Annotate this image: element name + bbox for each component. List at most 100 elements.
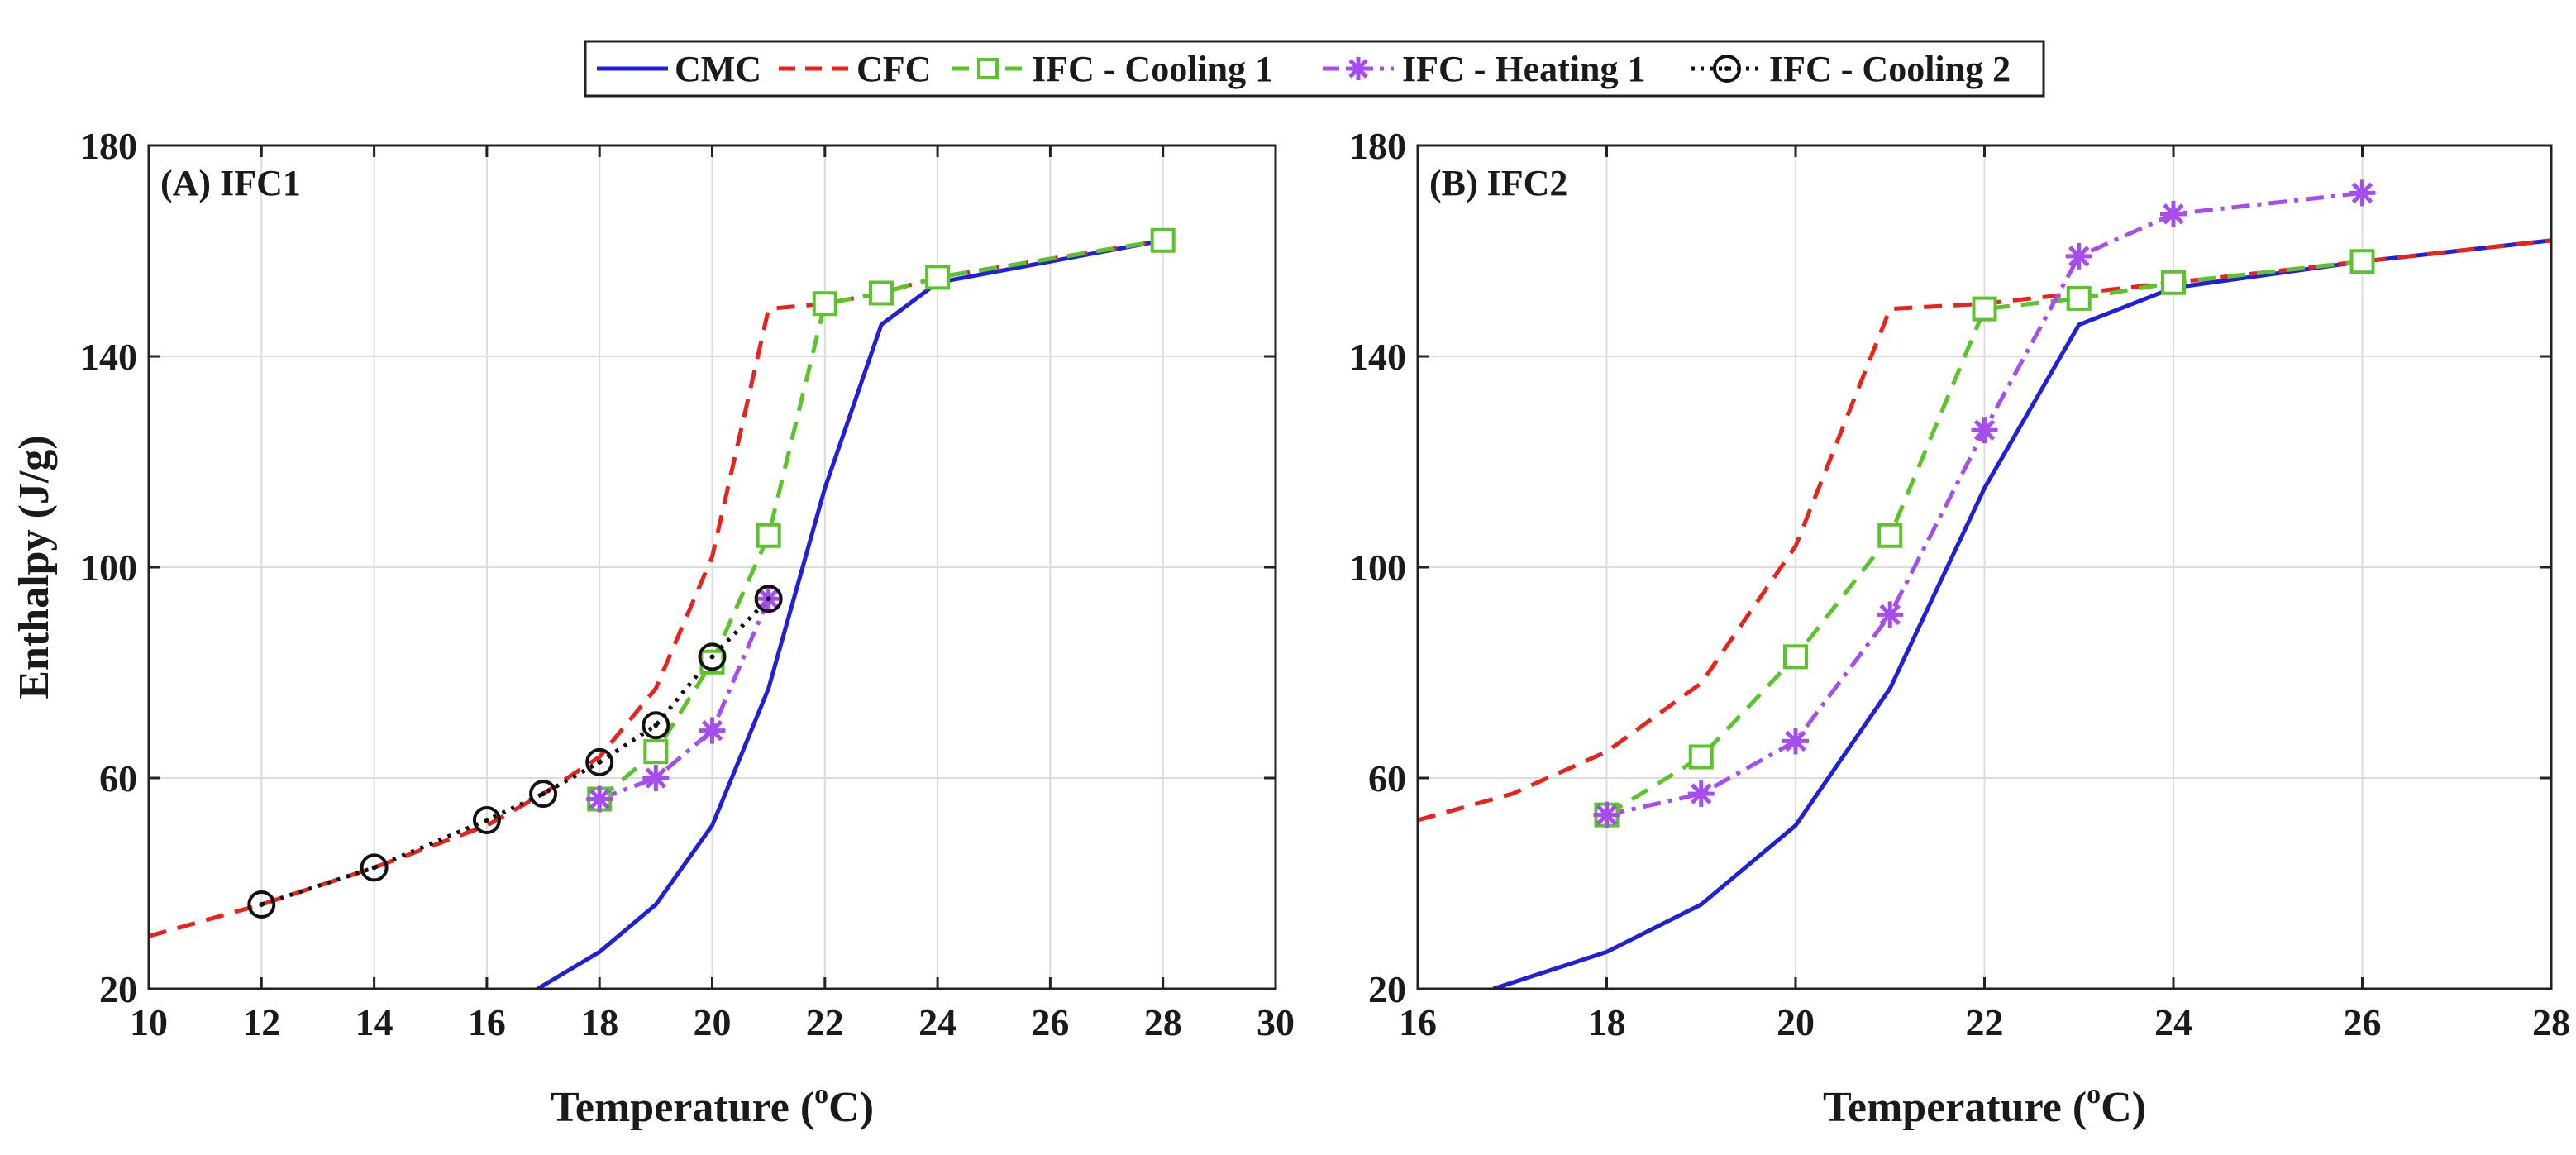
series-line-cfc-a <box>149 238 1164 938</box>
data-point-ifc-cooling-2-a <box>247 890 276 919</box>
chart-panel-a: 10 12 14 16 18 20 22 24 26 28 30 20 60 100 140 180 (A) … <box>11 125 1295 1131</box>
x-axis-label-b-end: C) <box>2101 1084 2146 1131</box>
data-point-ifc-heating-1-a <box>642 765 670 791</box>
data-point-ifc-heating-1-b <box>1877 601 1904 628</box>
x-axis-label-a-end: C) <box>828 1084 874 1131</box>
y-tick-label-a: 180 <box>80 125 137 167</box>
data-point-ifc-heating-1-b <box>1971 417 1998 444</box>
x-tick-label-b: 16 <box>1399 1001 1437 1043</box>
data-point-ifc-heating-1-a <box>699 717 726 744</box>
legend-marker-dot <box>1724 66 1729 71</box>
data-point-ifc-heating-1-b <box>2349 179 2376 207</box>
x-tick-label-a: 18 <box>580 1001 618 1043</box>
legend-marker-circle <box>1713 55 1741 83</box>
y-tick-label-b: 140 <box>1349 336 1406 378</box>
legend-label-ifc-heating-1: IFC - Heating 1 <box>1402 49 1646 89</box>
x-tick-label-a: 14 <box>355 1001 394 1043</box>
ticks-b: 16 18 20 22 24 26 28 20 60 100 140 180 <box>1349 125 2570 1043</box>
x-tick-label-b: 22 <box>1966 1001 2004 1043</box>
panel-title-b: (B) IFC2 <box>1429 163 1567 203</box>
legend-label-ifc-cooling-1: IFC - Cooling 1 <box>1032 49 1273 89</box>
data-point-ifc-cooling-1-a <box>643 739 669 765</box>
ticks-a: 10 12 14 16 18 20 22 24 26 28 30 20 60 100 140 180 <box>80 125 1295 1043</box>
x-axis-label-a-sup: o <box>814 1079 828 1110</box>
series-line-cmc-b <box>1492 238 2551 989</box>
data-point-ifc-heating-1-a <box>586 785 613 813</box>
chart-panel-b: 16 18 20 22 24 26 28 20 60 100 140 180 (B) IFC2 Tem… <box>1349 125 2570 1131</box>
data-point-ifc-heating-1-b <box>1687 780 1715 808</box>
y-tick-label-a: 20 <box>99 968 137 1010</box>
data-point-ifc-cooling-1-a <box>812 291 837 317</box>
x-tick-label-b: 18 <box>1588 1001 1626 1043</box>
panel-title-a: (A) IFC1 <box>160 163 301 203</box>
data-point-ifc-heating-1-b <box>1593 801 1620 828</box>
data-point-ifc-heating-1-b <box>1782 728 1809 755</box>
x-tick-label-a: 26 <box>1031 1001 1069 1043</box>
legend-entry-ifc-heating-1: IFC - Heating 1 <box>1323 49 1646 89</box>
x-axis-label-b: Temperature (oC) <box>1823 1079 2146 1131</box>
series-line-ifc-heating-1-a <box>599 598 770 801</box>
x-axis-label-a-main: Temperature ( <box>551 1084 814 1131</box>
grid-lines-a <box>148 145 1276 990</box>
x-axis-label-b-sup: o <box>2087 1079 2101 1110</box>
series-line-ifc-cooling-2-a <box>260 597 770 907</box>
y-tick-label-a: 100 <box>80 546 137 589</box>
x-axis-label-b-main: Temperature ( <box>1823 1084 2087 1131</box>
x-axis-label-a: Temperature (oC) <box>551 1079 874 1131</box>
data-point-ifc-cooling-1-b <box>1972 296 1997 322</box>
x-tick-label-b: 26 <box>2344 1001 2382 1043</box>
legend-entry-cfc: CFC <box>779 49 931 89</box>
series-layer-a <box>149 227 1176 989</box>
grid-lines-b <box>1417 145 2552 990</box>
legend-entry-ifc-cooling-1: IFC - Cooling 1 <box>952 49 1273 89</box>
x-tick-label-a: 28 <box>1144 1001 1182 1043</box>
data-point-ifc-cooling-2-a <box>585 747 614 776</box>
x-tick-label-a: 20 <box>694 1001 732 1043</box>
legend-marker-asterisk <box>1347 57 1370 80</box>
data-point-ifc-cooling-1-b <box>2161 270 2186 295</box>
data-point-ifc-cooling-1-a <box>756 523 781 548</box>
data-point-ifc-heating-1-b <box>2160 200 2187 227</box>
data-point-ifc-cooling-1-b <box>1877 523 1903 548</box>
legend-label-cfc: CFC <box>856 49 931 89</box>
y-axis-label-a: Enthalpy (J/g) <box>11 435 58 699</box>
data-point-ifc-cooling-1-a <box>1150 227 1176 253</box>
data-point-ifc-cooling-2-a <box>754 585 783 613</box>
x-tick-label-a: 22 <box>806 1001 844 1043</box>
data-point-ifc-cooling-2-a <box>472 806 501 834</box>
y-tick-label-a: 60 <box>99 757 137 799</box>
x-tick-label-a: 16 <box>468 1001 506 1043</box>
x-tick-label-b: 20 <box>1777 1001 1815 1043</box>
data-point-ifc-cooling-2-a <box>698 642 727 671</box>
data-point-ifc-cooling-1-a <box>868 280 894 306</box>
legend-box <box>584 40 2045 98</box>
data-point-ifc-cooling-1-b <box>1688 744 1714 770</box>
x-tick-label-a: 24 <box>918 1001 956 1043</box>
x-tick-label-a: 12 <box>242 1001 280 1043</box>
data-point-ifc-cooling-1-a <box>925 265 951 290</box>
data-point-ifc-cooling-1-b <box>2349 249 2375 274</box>
x-tick-label-a: 10 <box>130 1001 168 1043</box>
y-tick-label-b: 60 <box>1368 757 1406 799</box>
data-point-ifc-heating-1-b <box>2065 242 2092 270</box>
y-tick-label-b: 180 <box>1349 125 1406 167</box>
data-point-ifc-cooling-2-a <box>642 711 670 740</box>
x-tick-label-b: 28 <box>2532 1001 2570 1043</box>
legend-label-ifc-cooling-2: IFC - Cooling 2 <box>1769 49 2011 89</box>
y-tick-label-a: 140 <box>80 336 137 378</box>
data-point-ifc-cooling-1-b <box>2066 285 2092 311</box>
legend-entry-ifc-cooling-2: IFC - Cooling 2 <box>1691 49 2011 89</box>
series-layer-b <box>1418 179 2551 989</box>
y-tick-label-b: 20 <box>1368 968 1406 1010</box>
legend-entry-cmc: CMC <box>597 49 761 89</box>
x-tick-label-a: 30 <box>1257 1001 1295 1043</box>
legend: CMC CFC IFC - Cooling 1 IFC - Heating 1 … <box>584 40 2045 98</box>
data-point-ifc-cooling-2-a <box>360 853 389 882</box>
data-point-ifc-cooling-2-a <box>529 780 558 809</box>
series-line-ifc-cooling-1-b <box>1605 259 2363 817</box>
data-point-ifc-cooling-1-b <box>1783 644 1808 670</box>
legend-label-cmc: CMC <box>675 49 761 89</box>
series-line-cmc-a <box>536 238 1164 989</box>
series-line-ifc-heating-1-b <box>1605 190 2363 818</box>
